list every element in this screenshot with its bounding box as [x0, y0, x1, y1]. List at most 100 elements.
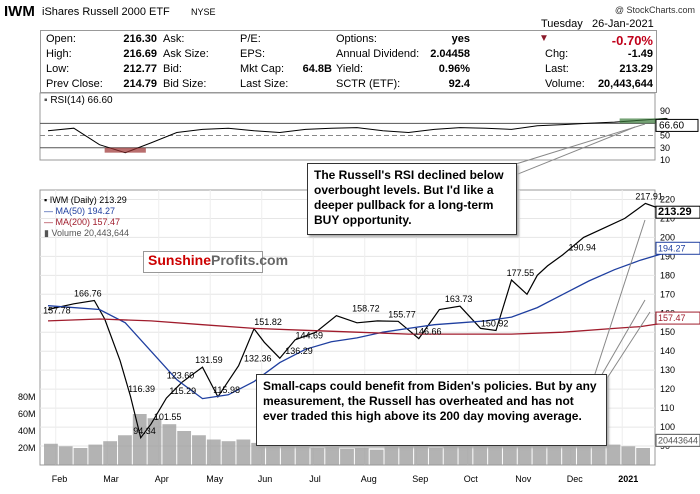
x-tick-Feb: Feb	[52, 474, 68, 484]
yield-value: 0.96%	[438, 63, 470, 75]
rsi-last-value: 66.60	[659, 120, 684, 131]
volume-bar	[340, 448, 354, 465]
volume-bar	[192, 435, 206, 465]
price-label: 163.73	[445, 294, 473, 304]
volume-bar	[562, 441, 576, 465]
x-tick-Sep: Sep	[412, 474, 428, 484]
volume-bar	[502, 442, 517, 465]
price-annotation: Small-caps could benefit from Biden's po…	[256, 374, 607, 446]
price-label: 115.29	[169, 386, 196, 396]
ask-label: Ask:	[163, 33, 185, 45]
mkt-cap-label: Mkt Cap:	[240, 63, 285, 75]
x-tick-Apr: Apr	[155, 474, 169, 484]
last-value: 213.29	[619, 63, 653, 75]
legend-ma200: — MA(200) 157.47	[44, 217, 121, 227]
prev-close-value: 214.79	[123, 78, 157, 90]
volume-bar	[399, 444, 414, 465]
price-label: 158.72	[352, 304, 380, 314]
volume-tick-60M: 60M	[18, 409, 36, 419]
sctr-label: SCTR (ETF):	[336, 78, 401, 90]
price-callout-line	[592, 219, 646, 381]
last-label: Last:	[545, 63, 569, 75]
exchange: NYSE	[191, 7, 216, 17]
open-value: 216.30	[123, 33, 157, 45]
volume-bar	[354, 448, 369, 465]
volume-tick-40M: 40M	[18, 426, 36, 436]
legend-volume-text: Volume 20,443,644	[51, 228, 130, 238]
price-tick-220: 220	[660, 194, 675, 204]
volume-bar	[621, 446, 636, 465]
rsi-annotation: The Russell's RSI declined below overbou…	[307, 163, 517, 235]
volume-bar	[636, 448, 650, 465]
price-tick-190: 190	[660, 251, 675, 261]
price-label: 151.82	[254, 317, 282, 327]
volume-bar	[488, 441, 502, 465]
bid-label: Bid:	[163, 63, 182, 75]
volume-bar	[221, 441, 236, 465]
price-label: 132.36	[244, 354, 272, 364]
rsi-title: ▪ RSI(14) 66.60	[44, 95, 113, 106]
price-label: 157.78	[43, 305, 71, 315]
bid-size-label: Bid Size:	[163, 78, 207, 90]
right-tag-value: 157.47	[658, 313, 686, 323]
security-name: iShares Russell 2000 ETF	[42, 6, 170, 18]
volume-value: 20,443,644	[597, 78, 653, 90]
legend-ma50: — MA(50) 194.27	[44, 206, 116, 216]
dividend-value: 2.04458	[430, 48, 470, 60]
price-tick-170: 170	[660, 289, 675, 299]
series-line-0	[47, 202, 682, 440]
price-label: 150.92	[481, 318, 509, 328]
rsi-tick-10: 10	[660, 155, 670, 165]
volume-bar	[147, 418, 162, 465]
x-tick-Aug: Aug	[361, 474, 377, 484]
sctr-value: 92.4	[448, 78, 470, 90]
rsi-line	[47, 117, 682, 154]
volume-bar	[73, 448, 88, 465]
legend-price: ▪ IWM (Daily) 213.29	[44, 195, 127, 205]
prev-close-label: Prev Close:	[46, 78, 103, 90]
volume-bar	[44, 443, 58, 465]
volume-bar	[88, 444, 103, 465]
symbol: IWM	[4, 3, 35, 20]
volume-bar	[310, 448, 325, 465]
x-tick-Mar: Mar	[103, 474, 119, 484]
price-label: 116.39	[128, 384, 155, 394]
volume-bar	[473, 444, 488, 465]
price-tick-180: 180	[660, 270, 675, 280]
price-label: 136.29	[285, 346, 313, 356]
volume-bar	[295, 446, 310, 465]
volume-bar	[428, 448, 443, 465]
volume-bar	[236, 439, 251, 465]
rsi-callout-line	[502, 123, 646, 169]
price-title: IWM (Daily) 213.29	[49, 195, 127, 205]
volume-bar	[58, 446, 73, 465]
change-label: Chg:	[545, 48, 569, 60]
x-tick-Nov: Nov	[515, 474, 532, 484]
volume-bar	[458, 443, 473, 465]
price-label: 166.76	[74, 288, 102, 298]
legend-ma50-text: MA(50) 194.27	[55, 206, 116, 216]
rsi-panel-frame	[39, 92, 656, 161]
volume-bar	[162, 424, 177, 465]
rsi-last-tag	[655, 118, 699, 132]
logo-part1: Sunshine	[148, 252, 212, 268]
volume-bar	[532, 446, 547, 465]
down-arrow-icon: ▼	[539, 33, 549, 44]
price-tick-110: 110	[660, 403, 674, 413]
price-tick-140: 140	[660, 346, 675, 356]
rsi-title-text: RSI(14) 66.60	[50, 95, 113, 106]
volume-bar	[414, 442, 428, 465]
legend-volume: ▮ Volume 20,443,644	[44, 228, 130, 238]
copyright: @ StockCharts.com	[614, 5, 695, 15]
price-label: 190.94	[568, 243, 596, 253]
yield-label: Yield:	[336, 63, 364, 75]
right-tag-value: 194.27	[658, 243, 686, 253]
price-label: 94.34	[133, 426, 156, 436]
x-tick-Jul: Jul	[309, 474, 321, 484]
rsi-overbought-fill	[619, 118, 666, 124]
rsi-oversold-fill	[104, 147, 146, 153]
rsi-tick-30: 30	[660, 143, 670, 153]
volume-bar	[206, 439, 221, 465]
